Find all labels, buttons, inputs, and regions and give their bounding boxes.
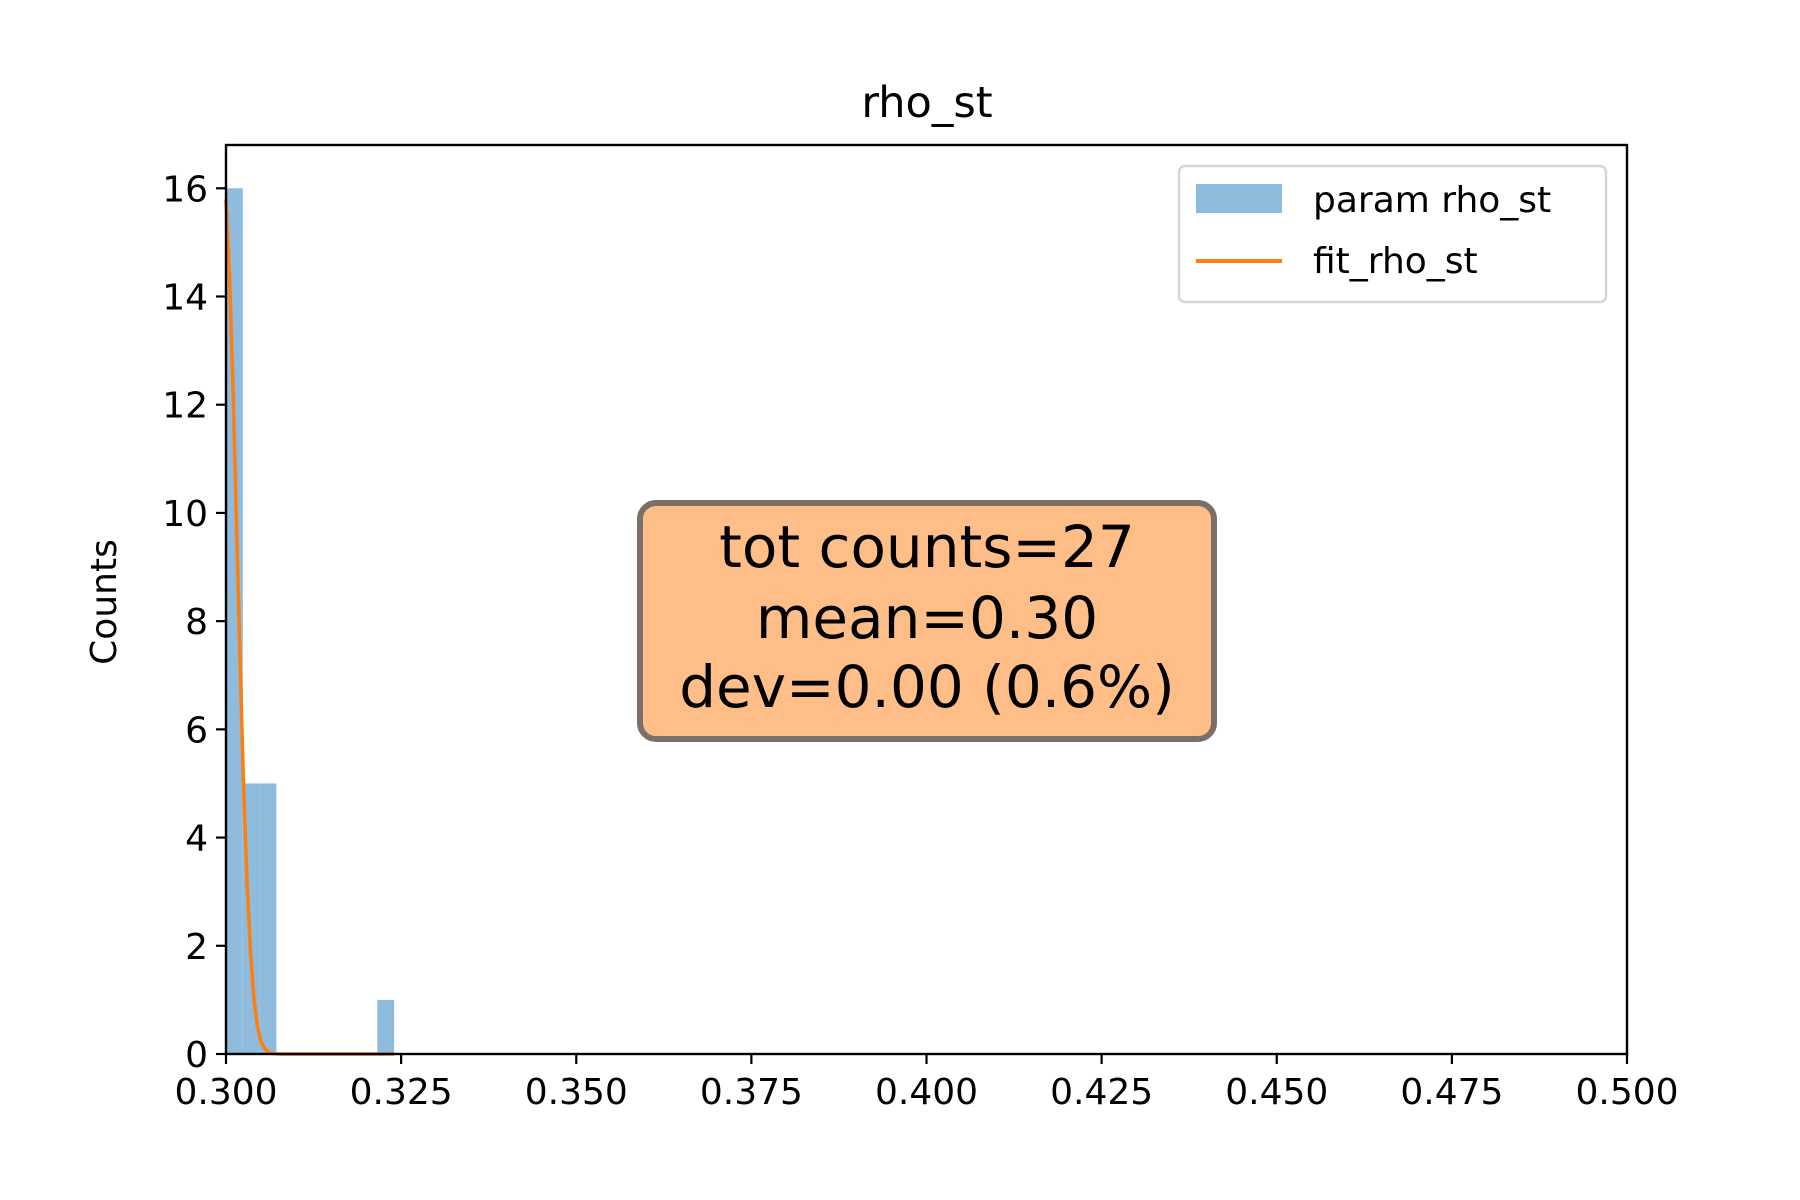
x-axis-ticks: 0.300 0.325 0.350 0.375 0.400 0.425 0.450 0.475… — [174, 1054, 1679, 1113]
y-tick-label-1: 2 — [185, 927, 208, 968]
y-axis-label: Counts — [84, 539, 125, 665]
x-tick-label-8: 0.500 — [1575, 1072, 1678, 1113]
y-axis-ticks: 0 2 4 6 8 10 12 14 16 — [162, 169, 226, 1076]
x-tick-label-7: 0.475 — [1400, 1072, 1503, 1113]
x-tick-label-2: 0.350 — [525, 1072, 628, 1113]
stats-box — [637, 500, 1217, 742]
stats-line-dev: dev=0.00 (0.6%) — [679, 653, 1175, 721]
y-tick-label-5: 10 — [162, 494, 208, 535]
histogram-bars — [226, 188, 395, 1055]
legend-label-fit: fit_rho_st — [1313, 241, 1478, 282]
x-tick-label-1: 0.325 — [350, 1072, 453, 1113]
x-tick-label-0: 0.300 — [174, 1072, 277, 1113]
y-tick-label-2: 4 — [185, 819, 208, 860]
x-tick-label-6: 0.450 — [1225, 1072, 1328, 1113]
y-tick-label-4: 8 — [185, 602, 208, 643]
legend-box — [1177, 164, 1608, 304]
histogram-bar-2 — [259, 783, 277, 1054]
y-tick-label-8: 16 — [162, 169, 208, 210]
stats-annotation: tot counts=27 mean=0.30 dev=0.00 (0.6%) — [637, 500, 1217, 742]
x-tick-label-5: 0.425 — [1050, 1072, 1153, 1113]
histogram-bar-9 — [377, 999, 395, 1054]
legend-swatch-histogram — [1196, 184, 1282, 213]
y-tick-label-6: 12 — [162, 386, 208, 427]
y-tick-label-0: 0 — [185, 1035, 208, 1076]
legend-label-histogram: param rho_st — [1313, 180, 1551, 221]
stats-line-mean: mean=0.30 — [756, 584, 1098, 652]
stats-line-total: tot counts=27 — [719, 513, 1135, 581]
x-tick-label-4: 0.400 — [875, 1072, 978, 1113]
legend: param rho_st fit_rho_st — [1177, 164, 1608, 304]
histogram-bar-0 — [226, 188, 243, 1055]
y-tick-label-7: 14 — [162, 278, 208, 319]
chart-title: rho_st — [861, 78, 992, 128]
x-tick-label-3: 0.375 — [700, 1072, 803, 1113]
y-tick-label-3: 6 — [185, 710, 208, 751]
